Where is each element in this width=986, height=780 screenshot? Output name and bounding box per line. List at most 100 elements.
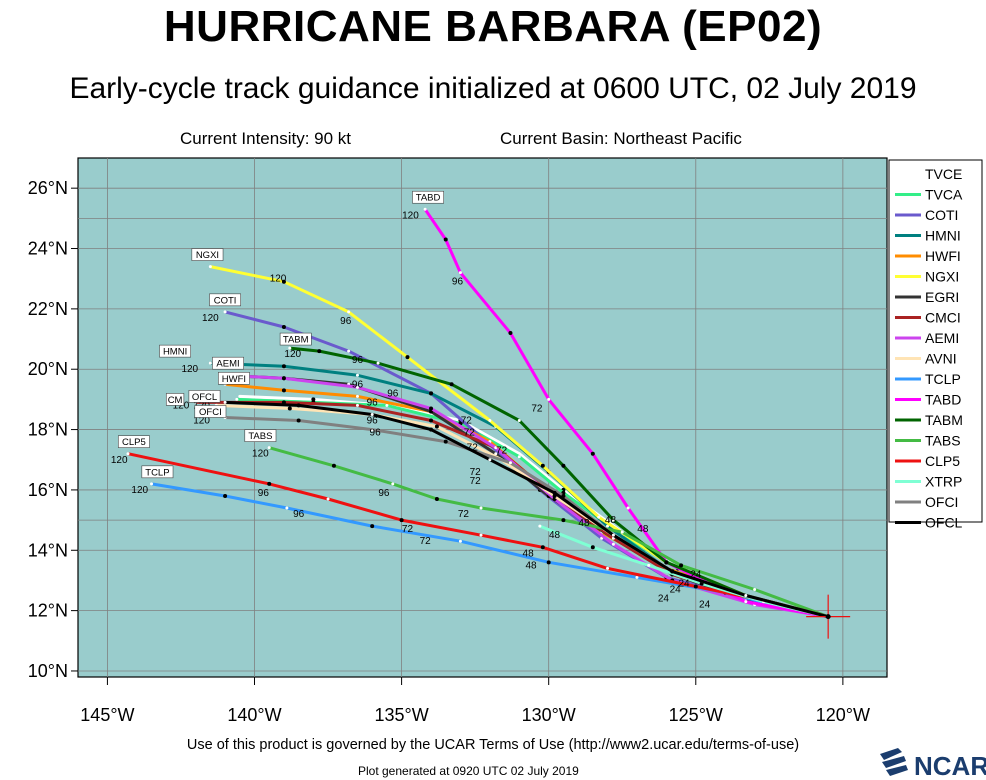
track-point-ofcl [223, 400, 227, 404]
lon-tick-label: 120°W [816, 705, 870, 725]
model-tag-ofcl: OFCL [192, 392, 217, 403]
initial-position-dot [825, 614, 831, 620]
ncar-logo-text: NCAR [914, 751, 986, 780]
track-point-hmni [208, 361, 212, 365]
lon-tick-label: 135°W [374, 705, 428, 725]
track-point-ngxi [597, 515, 601, 519]
track-point-tclp [458, 539, 462, 543]
legend-label-tvce: TVCE [925, 166, 962, 182]
forecast-hour-label: 72 [496, 446, 508, 457]
track-point-tabm [288, 346, 292, 350]
forecast-hour-label: 96 [258, 488, 270, 499]
track-point-clp5 [267, 481, 272, 486]
legend-label-hwfi: HWFI [925, 248, 961, 264]
model-tag-box [191, 248, 224, 261]
lat-tick-label: 24°N [28, 239, 68, 259]
lat-tick-label: 26°N [28, 178, 68, 198]
track-point-coti [281, 324, 286, 329]
track-point-tabd [508, 331, 513, 336]
track-point-hwfi [281, 388, 286, 393]
track-point-xtrp [647, 563, 651, 567]
track-point-tabm [561, 463, 566, 468]
track-point-clp5 [606, 566, 610, 570]
model-tag-clp5: CLP5 [122, 437, 146, 448]
track-point-ngxi [488, 419, 492, 423]
track-point-xtrp [590, 545, 595, 550]
model-tag-hwfi: HWFI [222, 374, 246, 385]
forecast-hour-label: 48 [549, 530, 561, 541]
track-point-cmci [611, 536, 615, 540]
track-point-ngxi [405, 355, 410, 360]
legend-label-ngxi: NGXI [925, 269, 959, 285]
legend-label-tabm: TABM [925, 412, 963, 428]
track-point-clp5 [479, 533, 483, 537]
track-point-clp5 [126, 452, 130, 456]
legend-label-tclp: TCLP [925, 371, 961, 387]
track-point-ofcl [488, 458, 492, 462]
track-point-hmni [281, 364, 286, 369]
track-point-ofcl [552, 490, 557, 495]
legend-label-avni: AVNI [925, 351, 957, 367]
lat-tick-label: 16°N [28, 480, 68, 500]
lat-tick-label: 12°N [28, 601, 68, 621]
track-point-ofcl [670, 569, 675, 574]
track-point-tabm [517, 419, 521, 423]
track-point-tabs [679, 563, 684, 568]
legend-label-tabs: TABS [925, 433, 961, 449]
track-point-aemi [429, 406, 434, 411]
track-point-tabd [547, 397, 551, 401]
track-point-tclp [546, 560, 551, 565]
legend-label-tvca: TVCA [925, 187, 963, 203]
lat-tick-label: 20°N [28, 359, 68, 379]
track-point-clp5 [693, 584, 698, 589]
model-tag-tabd: TABD [416, 193, 441, 204]
model-tag-tabm: TABM [283, 335, 309, 346]
model-tracks [126, 207, 829, 619]
legend-label-ofci: OFCI [925, 494, 958, 510]
ncar-logo: NCAR [880, 748, 986, 780]
track-point-tclp [370, 524, 375, 529]
track-point-tvce [311, 397, 316, 402]
forecast-hour-label: 120 [131, 485, 148, 496]
track-point-tabs [561, 518, 566, 523]
track-point-aemi [494, 446, 498, 450]
forecast-hour-label: 120 [270, 274, 287, 285]
forecast-hour-label: 72 [402, 524, 414, 535]
track-point-aemi [281, 376, 286, 381]
track-point-ngxi [281, 279, 286, 284]
forecast-hour-label: 48 [578, 518, 590, 529]
track-point-tabs [620, 530, 624, 534]
track-ofcl [225, 400, 829, 619]
forecast-hour-label: 96 [340, 316, 352, 327]
lat-tick-label: 18°N [28, 420, 68, 440]
forecast-hour-label: 24 [670, 585, 682, 596]
track-point-tabm [611, 518, 615, 522]
track-point-tvca [385, 403, 389, 407]
legend-label-hmni: HMNI [925, 228, 961, 244]
track-point-tabm [664, 560, 669, 565]
ncar-logo-mark-icon [880, 748, 908, 776]
model-tag-box [279, 332, 312, 346]
forecast-hour-label: 120 [252, 449, 269, 460]
lon-tick-label: 145°W [80, 705, 134, 725]
track-point-tclp [150, 482, 154, 486]
current-basin: Current Basin: Northeast Pacific [500, 129, 742, 148]
page-subtitle: Early-cycle track guidance initialized a… [69, 72, 917, 105]
forecast-hour-label: 72 [420, 536, 432, 547]
model-tag-box [212, 356, 244, 370]
forecast-hour-label: 72 [467, 443, 479, 454]
model-tag-box [194, 405, 227, 418]
page-title: HURRICANE BARBARA (EP02) [163, 2, 823, 51]
track-point-tabs [479, 506, 483, 510]
forecast-hour-label: 120 [284, 349, 301, 360]
track-point-tabm [449, 382, 454, 387]
track-point-hwfi [355, 394, 359, 398]
legend-label-coti: COTI [925, 207, 958, 223]
track-point-tabm [317, 349, 322, 354]
track-point-aemi [611, 542, 615, 546]
forecast-hour-label: 72 [464, 428, 476, 439]
legend-label-tabd: TABD [925, 392, 961, 408]
track-point-ofci [370, 428, 374, 432]
track-point-tabd [744, 600, 748, 604]
